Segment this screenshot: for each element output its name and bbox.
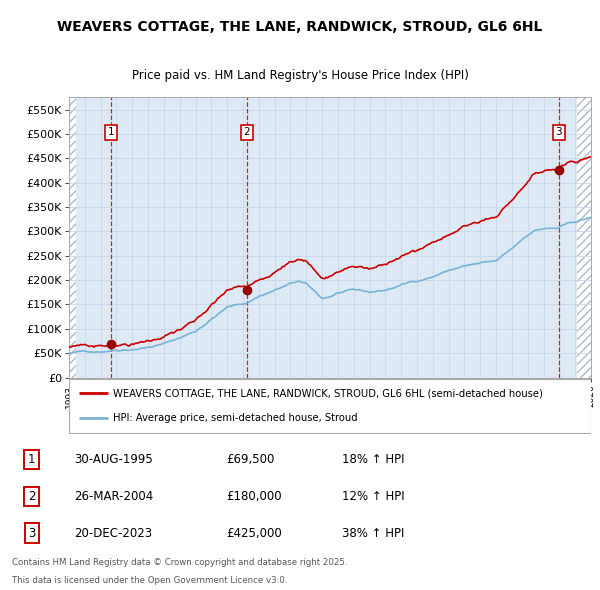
Text: £69,500: £69,500 — [226, 453, 274, 466]
Text: 3: 3 — [556, 127, 562, 137]
Text: HPI: Average price, semi-detached house, Stroud: HPI: Average price, semi-detached house,… — [113, 413, 358, 423]
Text: Price paid vs. HM Land Registry's House Price Index (HPI): Price paid vs. HM Land Registry's House … — [131, 70, 469, 83]
Text: 2: 2 — [244, 127, 250, 137]
Text: 3: 3 — [28, 527, 35, 540]
Text: 2: 2 — [28, 490, 35, 503]
Text: WEAVERS COTTAGE, THE LANE, RANDWICK, STROUD, GL6 6HL: WEAVERS COTTAGE, THE LANE, RANDWICK, STR… — [58, 20, 542, 34]
Bar — [69, 97, 76, 378]
Text: 38% ↑ HPI: 38% ↑ HPI — [341, 527, 404, 540]
FancyBboxPatch shape — [69, 379, 591, 432]
Text: 1: 1 — [28, 453, 35, 466]
Text: 26-MAR-2004: 26-MAR-2004 — [74, 490, 154, 503]
Text: WEAVERS COTTAGE, THE LANE, RANDWICK, STROUD, GL6 6HL (semi-detached house): WEAVERS COTTAGE, THE LANE, RANDWICK, STR… — [113, 388, 543, 398]
Text: 18% ↑ HPI: 18% ↑ HPI — [341, 453, 404, 466]
Text: This data is licensed under the Open Government Licence v3.0.: This data is licensed under the Open Gov… — [12, 576, 287, 585]
Text: 12% ↑ HPI: 12% ↑ HPI — [341, 490, 404, 503]
Text: £180,000: £180,000 — [226, 490, 281, 503]
Text: 30-AUG-1995: 30-AUG-1995 — [74, 453, 153, 466]
Text: 20-DEC-2023: 20-DEC-2023 — [74, 527, 152, 540]
Bar — [577, 97, 593, 378]
Text: 1: 1 — [108, 127, 115, 137]
Text: £425,000: £425,000 — [226, 527, 281, 540]
Text: Contains HM Land Registry data © Crown copyright and database right 2025.: Contains HM Land Registry data © Crown c… — [12, 558, 347, 567]
